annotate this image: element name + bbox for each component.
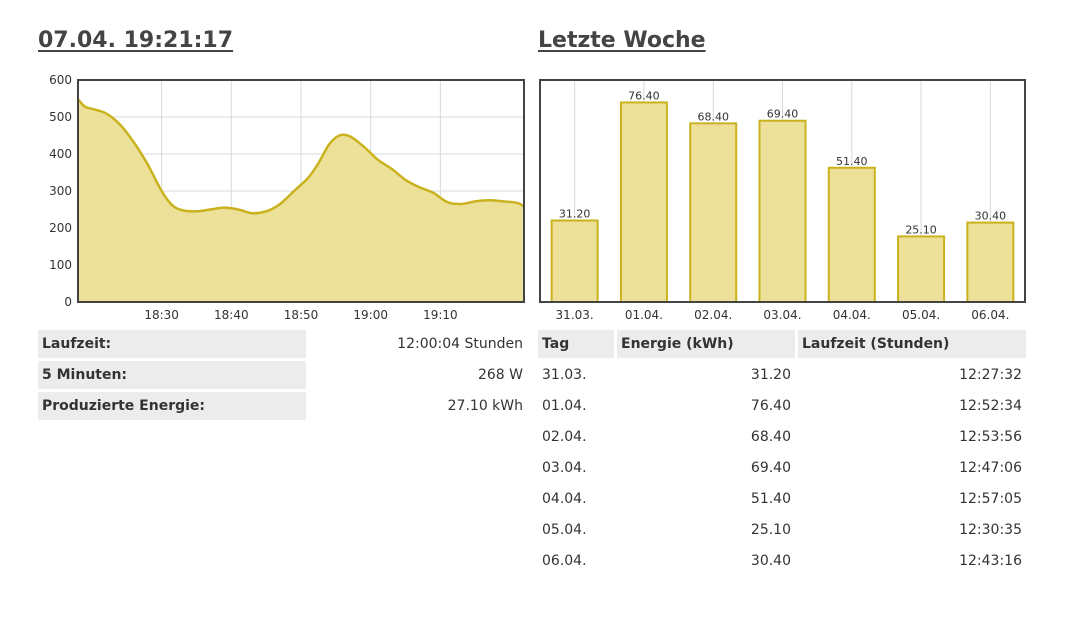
x-tick-label: 01.04. <box>625 308 663 322</box>
x-tick-label: 19:00 <box>353 308 388 322</box>
cell-runtime: 12:47:06 <box>959 460 1022 476</box>
y-tick-label: 300 <box>49 184 72 198</box>
y-tick-label: 100 <box>49 258 72 272</box>
table-row: 03.04. 69.40 12:47:06 <box>538 454 1026 482</box>
bar <box>827 166 876 303</box>
info-label: 5 Minuten: <box>38 361 306 389</box>
cell-runtime: 12:30:35 <box>959 522 1022 538</box>
weekly-table: Tag Energie (kWh) Laufzeit (Stunden) 31.… <box>538 327 1026 578</box>
current-info-table: Laufzeit: 12:00:04 Stunden 5 Minuten: 26… <box>38 327 525 423</box>
table-row: 05.04. 25.10 12:30:35 <box>538 516 1026 544</box>
cell-energy: 76.40 <box>750 398 791 414</box>
table-row: 04.04. 51.40 12:57:05 <box>538 485 1026 513</box>
cell-runtime: 12:52:34 <box>959 398 1022 414</box>
cell-energy: 25.10 <box>750 522 791 538</box>
bar-plot-border <box>539 79 1026 303</box>
x-tick-label: 18:40 <box>214 308 249 322</box>
cell-runtime: 12:27:32 <box>959 367 1022 383</box>
weekly-energy-bar-chart: 31.20 31.03. 76.40 01.04. 68.40 02.04. 69.40 03… <box>539 79 1026 322</box>
cell-energy: 51.40 <box>750 491 791 507</box>
table-row: 06.04. 30.40 12:43:16 <box>538 547 1026 575</box>
info-row-runtime: Laufzeit: 12:00:04 Stunden <box>38 330 525 358</box>
table-row: 01.04. 76.40 12:52:34 <box>538 392 1026 420</box>
area-series-line <box>77 98 525 215</box>
info-row-energy: Produzierte Energie: 27.10 kWh <box>38 392 525 420</box>
cell-runtime: 12:53:56 <box>959 429 1022 445</box>
info-row-5min: 5 Minuten: 268 W <box>38 361 525 389</box>
cell-energy: 68.40 <box>750 429 791 445</box>
table-row: 02.04. 68.40 12:53:56 <box>538 423 1026 451</box>
cell-day: 01.04. <box>542 398 587 414</box>
header-runtime: Laufzeit (Stunden) <box>795 330 1026 358</box>
y-tick-label: 400 <box>49 147 72 161</box>
area-fill <box>78 99 524 303</box>
current-time-title: 07.04. 19:21:17 <box>38 28 234 53</box>
bar-value-label: 69.40 <box>767 108 799 121</box>
header-day: Tag <box>538 330 614 358</box>
bar <box>758 119 807 303</box>
x-tick-label: 18:30 <box>144 308 179 322</box>
x-tick-label: 03.04. <box>763 308 801 322</box>
x-tick-label: 02.04. <box>694 308 732 322</box>
bar-value-label: 76.40 <box>628 89 660 102</box>
bar <box>897 235 946 303</box>
info-label: Produzierte Energie: <box>38 392 306 420</box>
y-tick-label: 0 <box>64 295 72 309</box>
table-row: 31.03. 31.20 12:27:32 <box>538 361 1026 389</box>
x-tick-label: 19:10 <box>423 308 458 322</box>
bar-value-label: 68.40 <box>697 110 729 123</box>
x-tick-label: 06.04. <box>971 308 1009 322</box>
x-tick-label: 05.04. <box>902 308 940 322</box>
cell-day: 03.04. <box>542 460 587 476</box>
y-tick-label: 600 <box>49 73 72 87</box>
info-value: 268 W <box>477 367 523 383</box>
table-header-row: Tag Energie (kWh) Laufzeit (Stunden) <box>538 330 1026 358</box>
header-energy: Energie (kWh) <box>614 330 795 358</box>
x-tick-label: 18:50 <box>284 308 319 322</box>
cell-runtime: 12:57:05 <box>959 491 1022 507</box>
bar-value-label: 30.40 <box>975 210 1007 223</box>
info-label: Laufzeit: <box>38 330 306 358</box>
cell-day: 02.04. <box>542 429 587 445</box>
bar <box>689 122 738 303</box>
cell-energy: 69.40 <box>750 460 791 476</box>
cell-day: 04.04. <box>542 491 587 507</box>
bar-value-label: 51.40 <box>836 155 868 168</box>
area-plot-border <box>77 79 525 303</box>
x-tick-label: 04.04. <box>833 308 871 322</box>
y-tick-label: 200 <box>49 221 72 235</box>
bar <box>966 221 1015 303</box>
bar <box>550 219 599 303</box>
last-week-title: Letzte Woche <box>538 28 706 53</box>
info-value: 12:00:04 Stunden <box>397 336 523 352</box>
cell-day: 05.04. <box>542 522 587 538</box>
cell-energy: 31.20 <box>750 367 791 383</box>
info-value: 27.10 kWh <box>447 398 523 414</box>
cell-runtime: 12:43:16 <box>959 553 1022 569</box>
bar-value-label: 31.20 <box>559 208 591 221</box>
cell-day: 31.03. <box>542 367 587 383</box>
bar-value-label: 25.10 <box>905 223 937 236</box>
cell-day: 06.04. <box>542 553 587 569</box>
y-tick-label: 500 <box>49 110 72 124</box>
bar <box>619 101 668 303</box>
power-area-chart: 0 100 200 300 400 500 600 18:30 18:40 18:50 19:00 1… <box>49 73 525 322</box>
cell-energy: 30.40 <box>750 553 791 569</box>
x-tick-label: 31.03. <box>556 308 594 322</box>
